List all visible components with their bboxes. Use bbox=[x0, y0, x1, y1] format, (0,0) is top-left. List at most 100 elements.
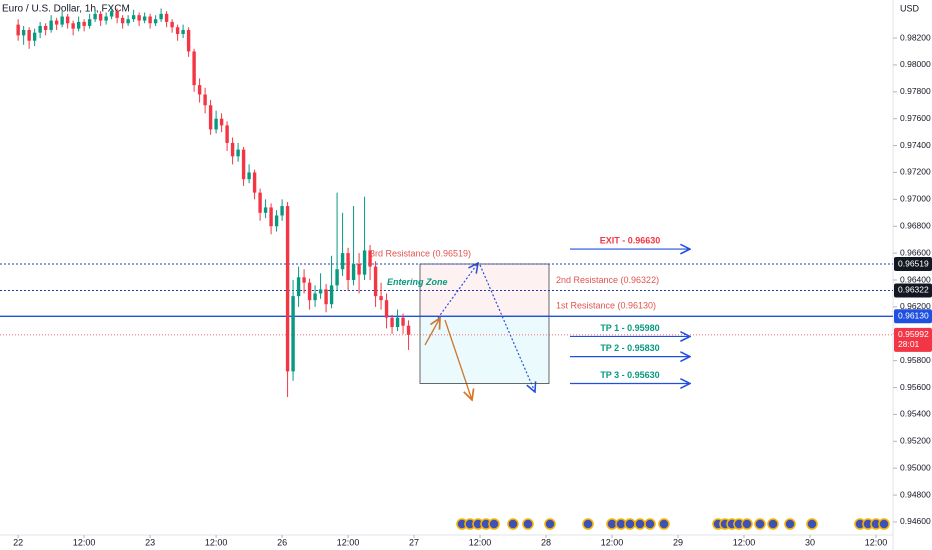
price-tag-label: 0.96322 bbox=[898, 285, 929, 295]
y-tick-label: 0.96800 bbox=[900, 220, 931, 230]
event-icon[interactable] bbox=[754, 518, 766, 530]
y-tick-label: 0.95800 bbox=[900, 355, 931, 365]
candle-body bbox=[131, 15, 136, 20]
candle-body bbox=[269, 207, 273, 227]
price-tag-label: 0.96519 bbox=[898, 258, 929, 268]
x-tick-label: 12:00 bbox=[469, 537, 492, 547]
candle-body bbox=[16, 24, 20, 36]
candle-body bbox=[230, 142, 235, 157]
event-icon[interactable] bbox=[522, 518, 534, 530]
event-icon[interactable] bbox=[634, 518, 646, 530]
candle-body bbox=[175, 27, 180, 35]
y-tick-label: 0.96400 bbox=[900, 274, 931, 284]
x-tick-label: 22 bbox=[13, 537, 23, 547]
candle-body bbox=[247, 172, 251, 180]
candle-body bbox=[357, 263, 361, 275]
price-tag bbox=[894, 257, 932, 272]
candle-body bbox=[329, 285, 334, 305]
arrow bbox=[424, 318, 440, 346]
y-tick-label: 0.98200 bbox=[900, 32, 931, 42]
x-tick-label: 30 bbox=[805, 537, 815, 547]
candle-body bbox=[214, 118, 218, 130]
x-tick-label: 27 bbox=[409, 537, 419, 547]
candle-body bbox=[258, 192, 262, 213]
candle-body bbox=[302, 277, 306, 283]
target-label: TP 1 - 0.95980 bbox=[600, 323, 659, 333]
candle-body bbox=[43, 25, 48, 30]
event-icon[interactable] bbox=[806, 518, 818, 530]
x-tick-label: 12:00 bbox=[337, 537, 360, 547]
candle-body bbox=[49, 20, 53, 30]
x-tick-label: 12:00 bbox=[601, 537, 624, 547]
y-tick-label: 0.98000 bbox=[900, 59, 931, 69]
price-tag bbox=[894, 283, 932, 298]
event-icon[interactable] bbox=[658, 518, 670, 530]
event-icon[interactable] bbox=[644, 518, 656, 530]
candle-body bbox=[252, 172, 257, 193]
y-tick-label: 0.96200 bbox=[900, 301, 931, 311]
candle-body bbox=[346, 253, 350, 281]
candle-body bbox=[203, 94, 207, 106]
candle-body bbox=[197, 85, 202, 95]
candle-body bbox=[307, 282, 312, 301]
candle-body bbox=[324, 289, 328, 305]
price-tag-label: 0.96130 bbox=[898, 311, 929, 321]
event-icon[interactable] bbox=[507, 518, 519, 530]
x-tick-label: 23 bbox=[145, 537, 155, 547]
candle-body bbox=[181, 29, 185, 35]
target-label: TP 2 - 0.95830 bbox=[600, 343, 659, 353]
event-icon[interactable] bbox=[784, 518, 796, 530]
y-tick-label: 0.95400 bbox=[900, 409, 931, 419]
candle-body bbox=[54, 20, 59, 25]
candle-body bbox=[87, 19, 92, 26]
candle-body bbox=[280, 206, 284, 216]
entry-label: Entering Zone bbox=[387, 277, 448, 287]
candle-body bbox=[71, 23, 75, 29]
y-tick-label: 0.94600 bbox=[900, 516, 931, 526]
candle-body bbox=[274, 215, 279, 227]
candle-body bbox=[362, 250, 367, 275]
candle-body bbox=[159, 13, 163, 20]
candle-body bbox=[192, 51, 196, 86]
candle-body bbox=[379, 296, 383, 301]
candle-body bbox=[98, 13, 103, 21]
y-tick-label: 0.97200 bbox=[900, 167, 931, 177]
countdown: 28:01 bbox=[898, 339, 920, 349]
y-tick-label: 0.94800 bbox=[900, 489, 931, 499]
y-tick-label: 0.95600 bbox=[900, 382, 931, 392]
x-tick-label: 12:00 bbox=[205, 537, 228, 547]
y-tick-label: 0.97600 bbox=[900, 113, 931, 123]
candle-body bbox=[27, 29, 31, 41]
target-zone bbox=[419, 315, 550, 384]
event-icon[interactable] bbox=[488, 518, 500, 530]
event-icon[interactable] bbox=[878, 518, 890, 530]
candle-body bbox=[373, 266, 378, 297]
candle-body bbox=[263, 207, 268, 213]
price-tag bbox=[894, 327, 932, 352]
currency: USD bbox=[900, 3, 920, 13]
candle-body bbox=[93, 13, 97, 20]
event-icon[interactable] bbox=[582, 518, 594, 530]
x-tick-label: 12:00 bbox=[73, 537, 96, 547]
candle-body bbox=[208, 105, 213, 130]
candle-body bbox=[82, 21, 86, 26]
candle-body bbox=[115, 11, 119, 18]
candle-body bbox=[296, 277, 301, 297]
event-icon[interactable] bbox=[544, 518, 556, 530]
candle-body bbox=[153, 19, 158, 24]
y-tick-label: 0.95000 bbox=[900, 462, 931, 472]
arrow bbox=[479, 264, 535, 392]
candle-body bbox=[170, 21, 174, 28]
target-label: EXIT - 0.96630 bbox=[600, 235, 661, 245]
x-tick-label: 26 bbox=[277, 537, 287, 547]
candle-body bbox=[406, 325, 411, 335]
event-icon[interactable] bbox=[741, 518, 753, 530]
candle-body bbox=[60, 16, 64, 25]
candle-body bbox=[390, 317, 394, 328]
event-icon[interactable] bbox=[624, 518, 636, 530]
event-icon[interactable] bbox=[767, 518, 779, 530]
candle-body bbox=[285, 206, 290, 372]
candle-body bbox=[236, 149, 240, 157]
candle-body bbox=[186, 29, 191, 52]
